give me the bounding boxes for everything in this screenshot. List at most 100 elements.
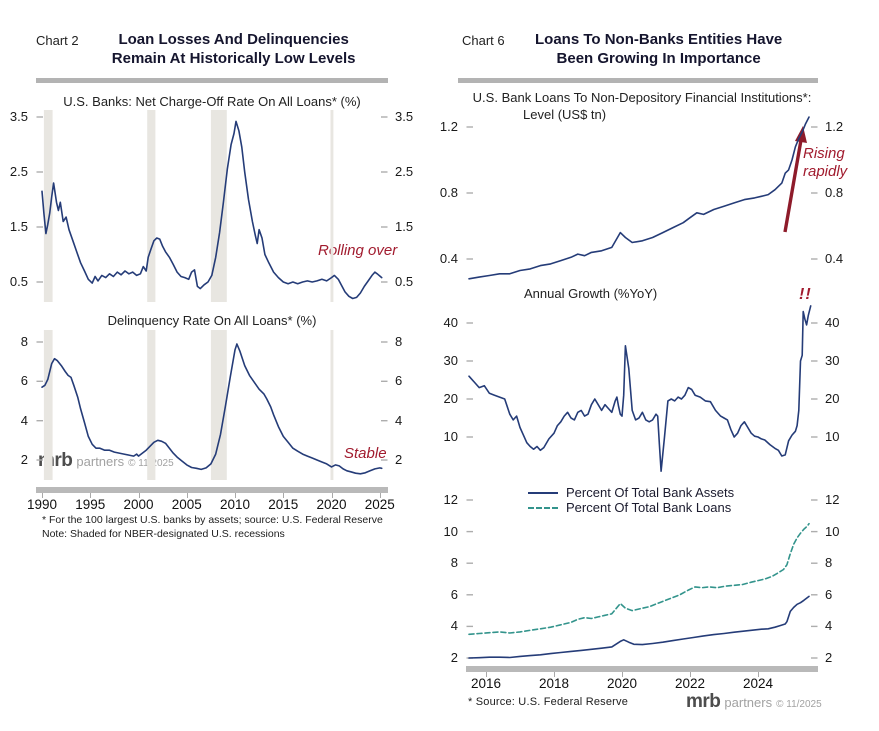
share-plot bbox=[466, 499, 818, 659]
series-line-teal bbox=[468, 522, 810, 636]
y-tick-label: 2 bbox=[450, 650, 458, 665]
y-tick-label: 10 bbox=[825, 523, 840, 539]
x-tick-label: 2016 bbox=[470, 676, 502, 691]
annotation-stable: Stable bbox=[344, 445, 387, 462]
recession-band bbox=[210, 330, 227, 480]
legend-item-assets: Percent Of Total Bank Assets bbox=[528, 485, 734, 500]
x-tick-label: 2015 bbox=[268, 497, 299, 512]
delinquency-plot bbox=[36, 330, 388, 480]
y-tick-label: 1.2 bbox=[439, 119, 458, 134]
level-plot bbox=[466, 116, 818, 280]
annotation-double-exclaim: !! bbox=[799, 286, 812, 303]
y-tick-label: 10 bbox=[443, 523, 458, 539]
legend-item-loans: Percent Of Total Bank Loans bbox=[528, 500, 734, 515]
y-tick-label: 0.8 bbox=[825, 185, 844, 200]
mrb-logo-partners: partners bbox=[76, 454, 125, 469]
net-charge-off-plot bbox=[36, 110, 388, 302]
y-tick-label: 2 bbox=[20, 452, 28, 467]
y-tick-label: 1.5 bbox=[9, 219, 28, 234]
y-tick-label: 8 bbox=[20, 334, 28, 349]
series-line-navy bbox=[468, 116, 810, 280]
panel-subtitle-net-charge-off: U.S. Banks: Net Charge-Off Rate On All L… bbox=[63, 94, 361, 109]
annotation-rolling-over: Rolling over bbox=[318, 242, 398, 259]
y-tick-label: 1.2 bbox=[825, 119, 844, 134]
y-tick-label: 10 bbox=[825, 429, 840, 444]
y-tick-label: 4 bbox=[395, 412, 403, 428]
panel-subtitle-growth: Annual Growth (%YoY) bbox=[524, 286, 658, 301]
recession-band bbox=[210, 110, 227, 302]
panel-subtitle-level: U.S. Bank Loans To Non-Depository Financ… bbox=[472, 90, 812, 105]
y-tick-label: 6 bbox=[395, 373, 403, 389]
series-line-navy bbox=[468, 595, 810, 659]
figure-title: Loans To Non-Banks Entities Have Been Gr… bbox=[535, 31, 783, 67]
x-tick-label: 2000 bbox=[123, 497, 154, 512]
y-tick-label: 8 bbox=[450, 555, 458, 571]
mrb-logo-copyright: © 11/2025 bbox=[776, 699, 822, 710]
y-tick-label: 0.5 bbox=[395, 274, 414, 289]
y-tick-label: 1.5 bbox=[395, 219, 414, 234]
legend-label-loans: Percent Of Total Bank Loans bbox=[566, 500, 732, 515]
x-tick-mark bbox=[138, 493, 140, 498]
x-tick-mark bbox=[90, 493, 92, 498]
y-tick-label: 0.8 bbox=[439, 185, 458, 200]
panel-subtitle-level-units: Level (US$ tn) bbox=[523, 107, 607, 122]
x-axis-bar-left bbox=[36, 487, 388, 493]
x-tick-label: 2025 bbox=[364, 497, 395, 512]
y-tick-label: 40 bbox=[443, 315, 458, 330]
x-tick-label: 2010 bbox=[219, 497, 251, 512]
y-tick-label: 2 bbox=[825, 650, 833, 665]
series-line-navy bbox=[41, 343, 383, 475]
x-tick-mark bbox=[622, 672, 623, 677]
footnote-source: * Source: U.S. Federal Reserve bbox=[468, 696, 629, 708]
chart-label: Chart 6 bbox=[462, 33, 505, 48]
x-tick-mark bbox=[42, 493, 43, 498]
x-tick-mark bbox=[379, 493, 381, 498]
x-tick-mark bbox=[235, 493, 236, 498]
mrb-logo-partners: partners bbox=[724, 695, 773, 710]
x-tick-mark bbox=[690, 672, 691, 677]
recession-band bbox=[147, 330, 156, 480]
x-tick-label: 2005 bbox=[171, 497, 202, 512]
recession-band bbox=[330, 330, 334, 480]
y-tick-label: 3.5 bbox=[395, 109, 414, 124]
x-tick-label: 2024 bbox=[742, 676, 774, 691]
x-tick-mark bbox=[486, 672, 487, 677]
x-tick-mark bbox=[331, 493, 333, 498]
y-tick-label: 2.5 bbox=[395, 164, 414, 179]
y-tick-label: 20 bbox=[825, 391, 840, 406]
recession-band bbox=[43, 330, 53, 480]
footnote-source: * For the 100 largest U.S. banks by asse… bbox=[42, 514, 383, 526]
y-tick-label: 4 bbox=[450, 618, 458, 634]
recession-band bbox=[330, 110, 334, 302]
x-tick-mark bbox=[186, 493, 188, 498]
recession-band bbox=[43, 110, 53, 302]
y-tick-label: 40 bbox=[825, 315, 840, 330]
y-tick-label: 6 bbox=[825, 586, 833, 602]
legend-line-solid-icon bbox=[528, 491, 558, 494]
chart-label: Chart 2 bbox=[36, 33, 79, 48]
figure-right-header: Chart 6 Loans To Non-Banks Entities Have… bbox=[462, 30, 830, 68]
title-rule bbox=[36, 78, 388, 83]
x-tick-label: 1990 bbox=[26, 497, 58, 512]
y-tick-label: 0.4 bbox=[825, 251, 844, 266]
x-tick-label: 1995 bbox=[75, 497, 106, 512]
series-line-navy bbox=[41, 120, 383, 300]
y-tick-label: 0.4 bbox=[439, 251, 458, 266]
y-tick-label: 4 bbox=[825, 618, 833, 634]
y-tick-label: 2 bbox=[395, 452, 403, 467]
figure-left-header: Chart 2 Loan Losses And Delinquencies Re… bbox=[36, 30, 388, 68]
y-tick-label: 2.5 bbox=[9, 164, 28, 179]
x-tick-label: 2020 bbox=[316, 497, 347, 512]
y-tick-label: 4 bbox=[20, 412, 28, 428]
y-tick-label: 30 bbox=[443, 353, 458, 368]
mrb-logo-mark: mrb bbox=[686, 691, 721, 712]
x-tick-label: 2020 bbox=[606, 676, 638, 691]
y-tick-label: 12 bbox=[825, 492, 840, 507]
y-tick-label: 8 bbox=[825, 555, 833, 571]
y-tick-label: 10 bbox=[443, 429, 458, 444]
mrb-logo: mrb partners © 11/2025 bbox=[686, 691, 822, 713]
x-tick-mark bbox=[758, 672, 759, 677]
x-tick-label: 2018 bbox=[538, 676, 570, 691]
x-axis-bar-right bbox=[466, 666, 818, 672]
